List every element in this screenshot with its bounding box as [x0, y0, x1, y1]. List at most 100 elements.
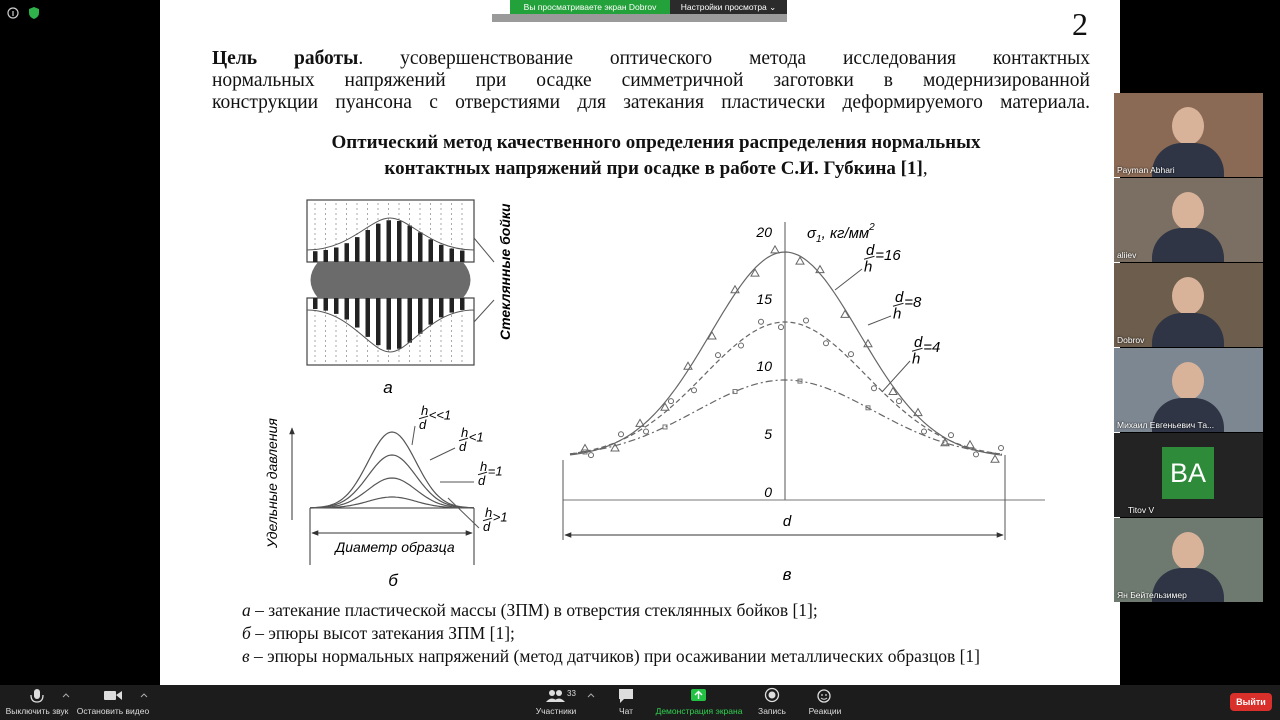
leader: [411, 425, 416, 446]
pressure-curve: [309, 431, 475, 509]
fraction-bar: [911, 347, 923, 352]
heading-line: контактных напряжений при осадке в работ…: [160, 158, 1152, 180]
fraction-den: d: [483, 519, 491, 534]
circle-point: [588, 452, 594, 459]
triangle-point: [965, 439, 975, 449]
triangle-point: [913, 407, 923, 417]
shared-slide: 2 Цель работы. усовершенствование оптиче…: [160, 0, 1120, 685]
mic-icon[interactable]: [30, 689, 70, 703]
fraction-rel: =4: [923, 339, 940, 356]
flow-column: [344, 298, 349, 320]
triangle-point: [635, 418, 645, 427]
info-icon[interactable]: [7, 7, 19, 19]
person-head: [1172, 107, 1204, 145]
goal-line: Цель работы. усовершенствование оптическ…: [212, 48, 1090, 70]
fraction-num: d: [914, 334, 923, 351]
fraction-bar: [458, 437, 469, 442]
fraction-bar: [892, 302, 904, 307]
y-tick-label: 15: [756, 291, 772, 307]
leader: [881, 360, 911, 393]
person-body: [1152, 143, 1224, 177]
flow-column: [376, 298, 381, 346]
toolbar-icons: [30, 687, 831, 703]
flow-column: [365, 298, 370, 337]
fraction-den: h: [893, 305, 901, 322]
flow-column: [376, 223, 381, 262]
circle-point: [803, 317, 809, 324]
fig-a-side-label: Стеклянные бойки: [497, 203, 513, 340]
fraction-rel: =1: [488, 463, 503, 478]
record-label[interactable]: Запись: [758, 706, 786, 716]
video-tile: BA Titov V: [1114, 433, 1263, 517]
chat-label[interactable]: Чат: [618, 706, 634, 716]
flow-column: [460, 298, 465, 310]
triangle-point: [730, 284, 740, 294]
fraction-num: d: [895, 289, 904, 306]
square-point: [865, 405, 871, 411]
heading-tail: ,: [922, 158, 928, 179]
flow-column: [439, 244, 444, 262]
person-head: [1172, 532, 1204, 570]
person-head: [1172, 277, 1204, 315]
fraction-rel: =8: [904, 294, 922, 311]
participant-name: Ян Бейтельзимер: [1117, 590, 1187, 600]
participants-count: 33: [567, 689, 576, 698]
caption-letter: а: [242, 600, 251, 620]
flow-column: [386, 220, 391, 262]
participants-label[interactable]: Участники: [535, 706, 577, 716]
flow-column: [334, 247, 339, 262]
flow-column: [407, 298, 412, 343]
square-point: [732, 389, 738, 395]
share-icon[interactable]: [691, 689, 706, 701]
reactions-icon[interactable]: [817, 689, 831, 703]
mute-label[interactable]: Выключить звук: [5, 706, 69, 716]
share-label[interactable]: Демонстрация экрана: [655, 706, 743, 716]
circle-point: [643, 428, 649, 435]
stress-curve: [569, 379, 1003, 455]
fraction-num: d: [866, 242, 875, 259]
video-label[interactable]: Остановить видео: [76, 706, 150, 716]
flow-column: [439, 298, 444, 318]
caption-letter: в: [242, 646, 250, 666]
view-settings[interactable]: Настройки просмотра ⌄: [670, 0, 787, 14]
caption: а – затекание пластической массы (ЗПМ) в…: [242, 600, 818, 621]
fraction-den: d: [419, 417, 427, 432]
circle-point: [896, 398, 902, 405]
figure-b: Удельные давления Диаметр образца б hd<<…: [264, 403, 508, 590]
toolbar: [0, 685, 1280, 720]
triangle-point: [795, 256, 805, 265]
flow-column: [428, 239, 433, 262]
participant-name: Dobrov: [1117, 335, 1145, 345]
video-tile: Ян Бейтельзимер: [1114, 518, 1263, 602]
flow-column: [397, 220, 402, 262]
pressure-curve: [310, 477, 474, 509]
triangle-point: [840, 309, 850, 318]
subscript: 1: [816, 234, 822, 245]
superscript: 2: [868, 222, 875, 233]
triangle-point: [815, 264, 825, 274]
fraction-num: h: [461, 425, 468, 440]
fraction-num: h: [480, 459, 487, 474]
chat-icon[interactable]: [619, 689, 633, 703]
caption: б – эпюры высот затекания ЗПМ [1];: [242, 623, 515, 644]
leave-button[interactable]: Выйти: [1230, 693, 1272, 711]
triangle-point: [707, 330, 717, 340]
fraction-den: d: [478, 473, 486, 488]
flow-column: [365, 230, 370, 262]
circle-point: [871, 385, 877, 392]
security-icon[interactable]: [29, 7, 39, 19]
fraction-bar: [863, 255, 875, 260]
flow-profile: [306, 309, 475, 353]
fraction-den: d: [459, 439, 467, 454]
triangle-point: [580, 443, 590, 453]
heading-line: Оптический метод качественного определен…: [331, 132, 981, 153]
record-icon[interactable]: [764, 687, 780, 703]
reactions-label[interactable]: Реакции: [808, 706, 842, 716]
video-icon[interactable]: [104, 691, 148, 700]
flow-column: [344, 243, 349, 262]
participant-name: Payman Abhari: [1117, 165, 1175, 175]
participants-icon[interactable]: [546, 690, 595, 702]
circle-point: [758, 318, 764, 325]
